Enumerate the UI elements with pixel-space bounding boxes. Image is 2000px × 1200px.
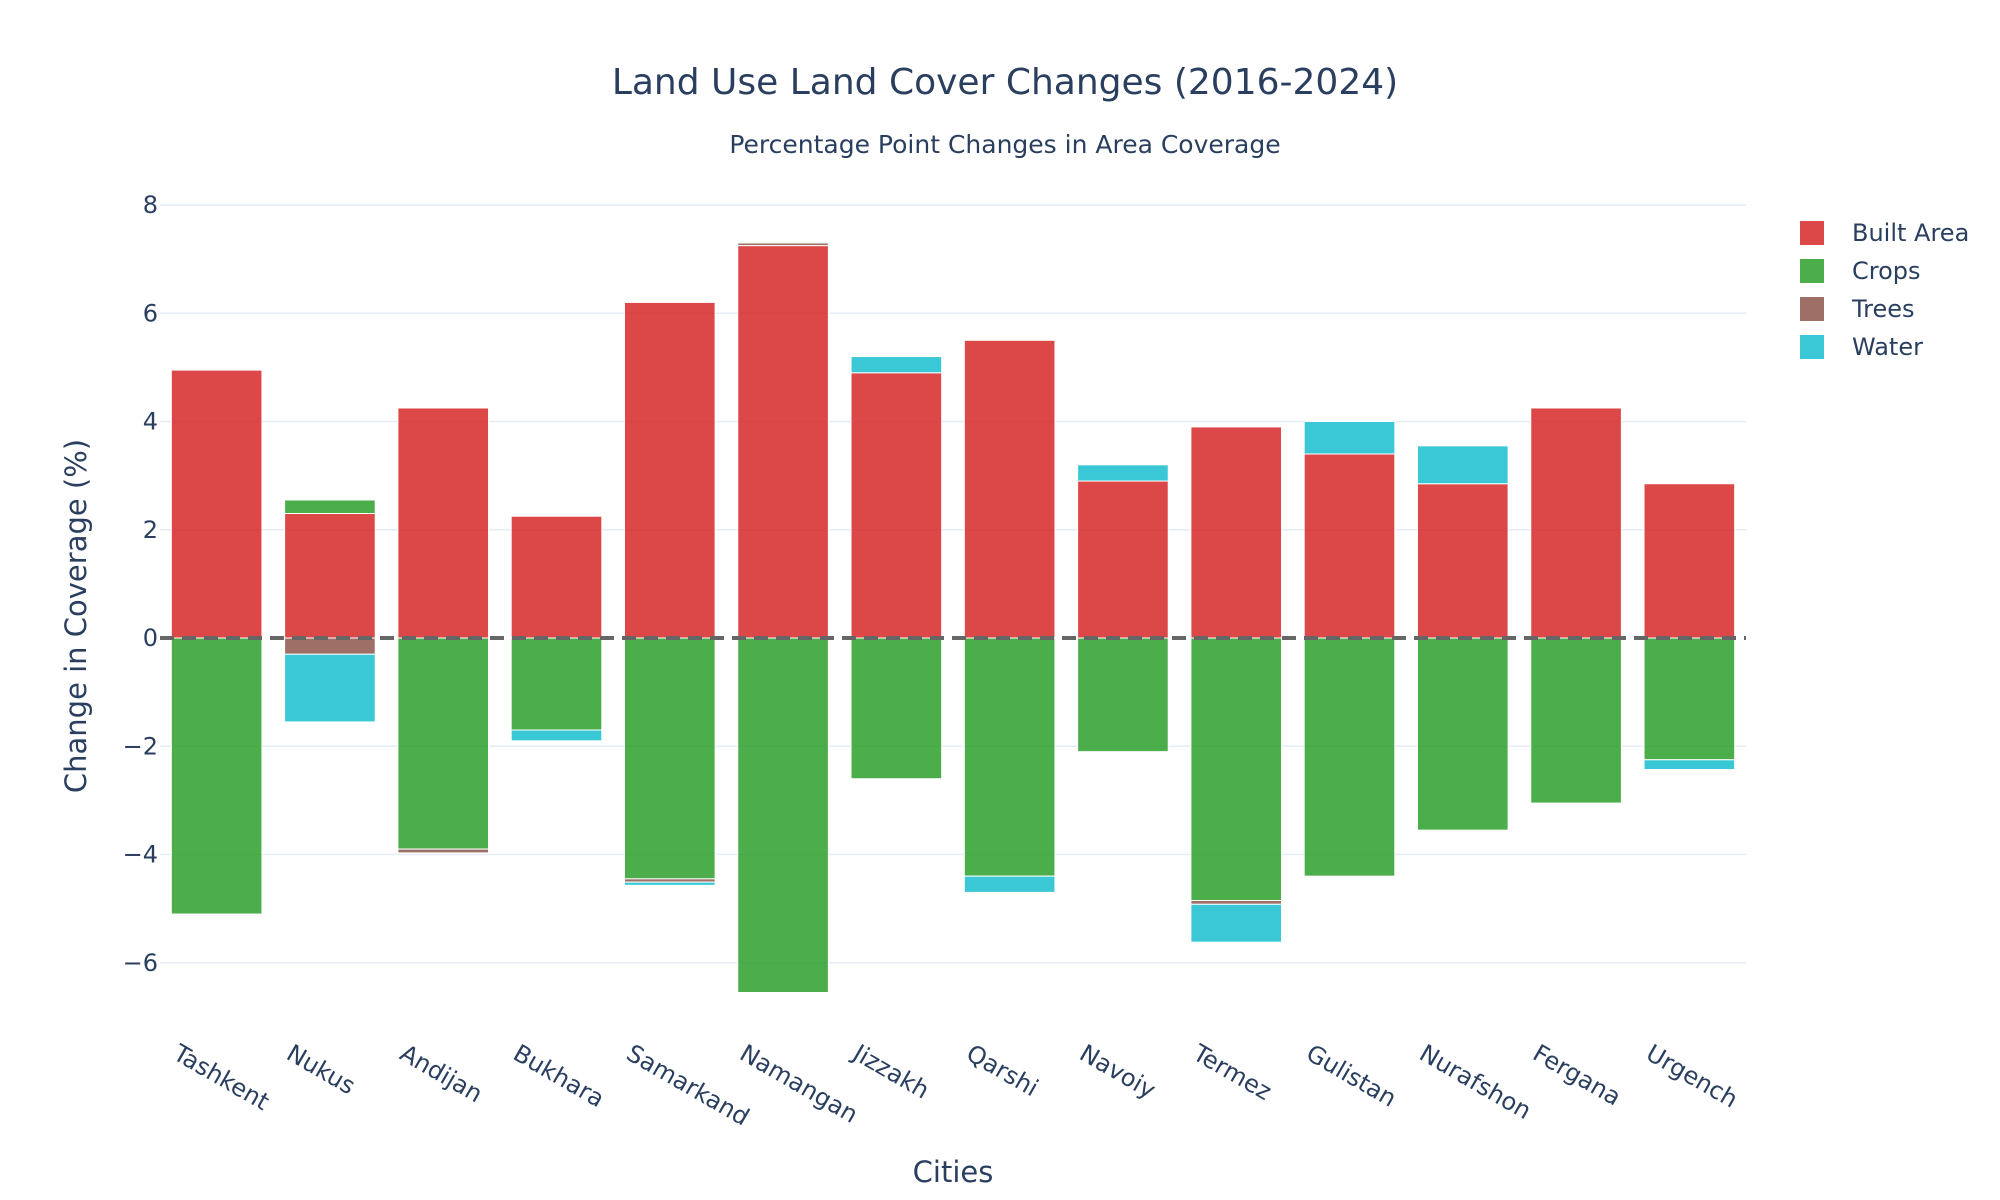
legend-item[interactable]: Trees [1800, 290, 1969, 328]
bar-water-termez [1190, 903, 1283, 943]
y-tick-label: 0 [143, 624, 158, 652]
bar-water-navoiy [1077, 464, 1169, 482]
legend-item[interactable]: Built Area [1800, 214, 1969, 252]
bar-water-nukus [284, 653, 376, 723]
legend-swatch [1800, 335, 1824, 359]
legend-swatch [1800, 221, 1824, 245]
bar-trees-andijan [397, 848, 490, 854]
bar-built-area-samarkand [623, 301, 716, 639]
chart-title: Land Use Land Cover Changes (2016-2024) [611, 62, 1399, 103]
legend: Built Area Crops Trees Water [1800, 214, 1969, 366]
x-tick-label: Urgench [1641, 1039, 1742, 1114]
bar-crops-qarshi [963, 637, 1056, 877]
bar-trees-termez [1190, 900, 1283, 905]
legend-label: Water [1852, 333, 1923, 361]
bar-crops-gulistan [1303, 637, 1396, 877]
legend-item[interactable]: Water [1800, 328, 1969, 366]
x-tick-label: Nukus [282, 1039, 360, 1100]
x-tick-label: Termez [1187, 1038, 1276, 1106]
x-tick-label: Andijan [395, 1039, 487, 1108]
bar-crops-urgench [1643, 637, 1736, 761]
y-tick-label: −2 [123, 732, 158, 760]
bar-crops-bukhara [510, 637, 603, 731]
bar-water-bukhara [510, 729, 603, 742]
legend-label: Trees [1852, 295, 1915, 323]
bar-water-gulistan [1303, 421, 1396, 455]
bar-crops-tashkent [170, 637, 263, 915]
x-tick-label: Fergana [1528, 1039, 1626, 1112]
bar-built-area-namangan [737, 245, 829, 639]
x-tick-label: Nurafshon [1415, 1039, 1536, 1125]
bar-water-nurafshon [1416, 445, 1509, 485]
bar-crops-nukus [284, 499, 376, 515]
legend-item[interactable]: Crops [1800, 252, 1969, 290]
bar-built-area-andijan [397, 407, 490, 639]
legend-swatch [1800, 297, 1824, 321]
bars [170, 241, 1736, 994]
y-tick-label: 6 [143, 299, 158, 327]
legend-label: Crops [1852, 257, 1921, 285]
bar-water-samarkand [623, 881, 716, 886]
bar-crops-andijan [397, 637, 490, 850]
legend-label: Built Area [1852, 219, 1970, 247]
bar-crops-samarkand [623, 637, 716, 880]
x-tick-label: Jizzakh [847, 1038, 934, 1105]
bar-built-area-fergana [1530, 407, 1622, 639]
y-axis-title: Change in Coverage (%) [59, 439, 93, 793]
bar-water-namangan [737, 241, 829, 244]
bar-built-area-bukhara [510, 515, 603, 639]
bar-built-area-nurafshon [1416, 483, 1509, 639]
x-tick-label: Gulistan [1302, 1039, 1402, 1113]
bar-water-urgench [1643, 759, 1736, 771]
bar-crops-termez [1190, 637, 1283, 902]
x-tick-label: Bukhara [509, 1039, 610, 1113]
x-tick-label: Navoiy [1075, 1039, 1160, 1104]
bar-crops-fergana [1530, 637, 1622, 804]
x-tick-label: Qarshi [962, 1039, 1043, 1102]
y-tick-label: −4 [123, 841, 158, 869]
bar-crops-jizzakh [850, 637, 943, 780]
bar-water-jizzakh [850, 356, 943, 374]
chart-subtitle: Percentage Point Changes in Area Coverag… [729, 130, 1281, 159]
y-tick-label: 2 [143, 516, 158, 544]
bar-built-area-navoiy [1077, 480, 1169, 639]
x-tick-label: Samarkand [622, 1039, 754, 1132]
bar-built-area-termez [1190, 426, 1283, 639]
legend-swatch [1800, 259, 1824, 283]
x-tick-label: Tashkent [168, 1038, 274, 1116]
x-axis-title: Cities [913, 1155, 994, 1189]
y-tick-label: 4 [143, 408, 158, 436]
bar-trees-nukus [284, 637, 376, 655]
bar-built-area-tashkent [170, 369, 263, 639]
bar-built-area-nukus [284, 513, 376, 639]
bar-built-area-urgench [1643, 483, 1736, 639]
bar-crops-navoiy [1077, 637, 1169, 753]
bar-built-area-gulistan [1303, 453, 1396, 639]
bar-crops-nurafshon [1416, 637, 1509, 831]
y-tick-label: 8 [143, 191, 158, 219]
x-tick-label: Namangan [735, 1039, 863, 1129]
bar-built-area-jizzakh [850, 372, 943, 639]
y-tick-label: −6 [123, 949, 158, 977]
bar-crops-namangan [737, 637, 829, 994]
bar-built-area-qarshi [963, 339, 1056, 639]
bar-water-qarshi [963, 875, 1056, 893]
